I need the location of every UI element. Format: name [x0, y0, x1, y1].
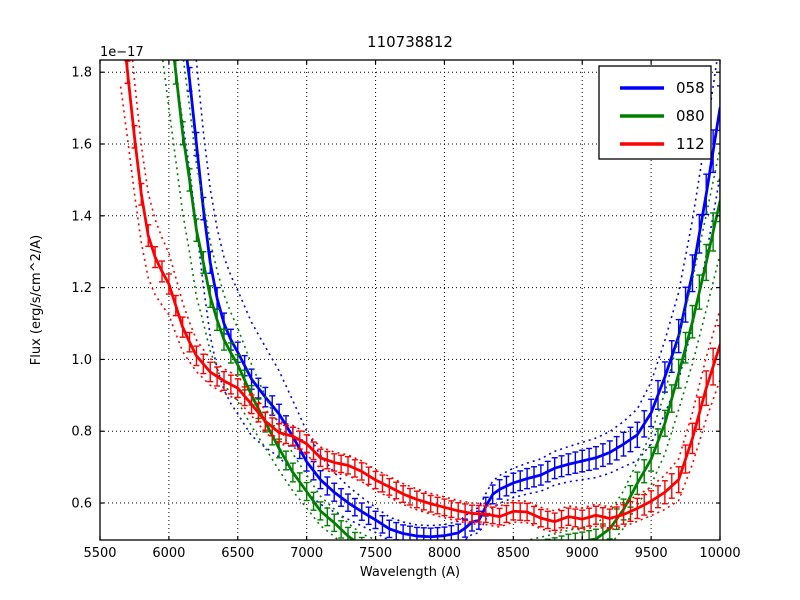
flux-line-080	[172, 60, 720, 540]
y-tick-label-1.8: 1.8	[71, 66, 92, 81]
x-tick-label-8000: 8000	[428, 546, 461, 561]
x-tick-label-8500: 8500	[497, 546, 530, 561]
series-curves	[119, 60, 720, 540]
x-tick-label-6500: 6500	[221, 546, 254, 561]
y-axis-label: Flux (erg/s/cm^2/A)	[29, 235, 44, 365]
series-112	[119, 60, 720, 534]
flux-line-112	[124, 60, 720, 524]
envelope-lower-058	[174, 72, 720, 540]
envelope-upper-112	[131, 60, 720, 512]
legend-entry-058: 058	[620, 79, 705, 97]
x-tick-label-7000: 7000	[290, 546, 323, 561]
x-tick-label-5500: 5500	[83, 546, 116, 561]
y-tick-labels: 0.6 0.8 1.0 1.2 1.4 1.6 1.8	[71, 66, 92, 512]
y-tick-label-1.6: 1.6	[71, 138, 92, 153]
x-tick-label-9000: 9000	[566, 546, 599, 561]
y-tick-label-1.2: 1.2	[71, 281, 92, 296]
x-tick-label-9500: 9500	[635, 546, 668, 561]
flux-line-058	[185, 60, 720, 539]
plot-border	[99, 59, 721, 541]
y-tick-label-0.6: 0.6	[71, 497, 92, 512]
y-tick-label-1.4: 1.4	[71, 209, 92, 224]
envelope-lower-112	[119, 86, 720, 534]
series-058	[174, 60, 720, 540]
x-tick-labels: 5500 6000 6500 7000 7500 8000 8500 9000 9500 1000…	[83, 546, 740, 561]
y-tick-label-0.8: 0.8	[71, 425, 92, 440]
plot-title: 110738812	[367, 33, 453, 51]
legend-entry-112: 112	[620, 135, 705, 153]
legend-label-058: 058	[676, 79, 705, 97]
legend-entry-080: 080	[620, 107, 705, 125]
y-axis-offset-text: 1e−17	[100, 45, 144, 60]
legend: 058 080 112	[598, 65, 712, 160]
axis-ticks	[99, 60, 721, 540]
x-tick-label-7500: 7500	[359, 546, 392, 561]
legend-label-080: 080	[676, 107, 705, 125]
legend-label-112: 112	[676, 135, 705, 153]
x-tick-label-10000: 10000	[699, 546, 740, 561]
y-tick-label-1: 1.0	[71, 353, 92, 368]
x-axis-label: Wavelength (A)	[360, 565, 460, 580]
x-tick-label-6000: 6000	[152, 546, 185, 561]
envelope-upper-058	[195, 60, 718, 527]
